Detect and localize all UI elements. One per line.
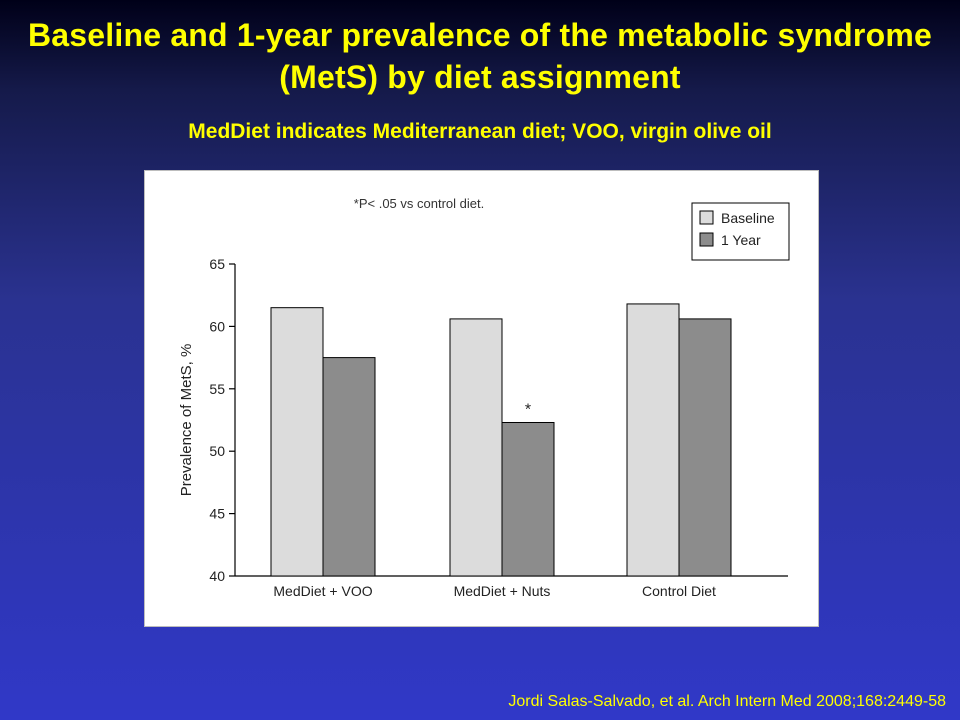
- x-tick-label: Control Diet: [642, 583, 716, 599]
- y-tick-label: 65: [209, 256, 225, 272]
- x-tick-label: MedDiet + Nuts: [454, 583, 551, 599]
- y-tick-label: 55: [209, 381, 225, 397]
- significance-note: *P< .05 vs control diet.: [354, 196, 484, 211]
- bar: [322, 357, 376, 577]
- legend-label: 1 Year: [721, 232, 761, 248]
- bar: [270, 307, 324, 577]
- x-tick-label: MedDiet + VOO: [273, 583, 372, 599]
- y-tick-label: 50: [209, 443, 225, 459]
- significance-marker: *: [525, 401, 531, 418]
- y-tick-label: 40: [209, 568, 225, 584]
- bar: [501, 421, 555, 577]
- y-axis-label: Prevalence of MetS, %: [178, 344, 195, 497]
- bar: [626, 303, 680, 577]
- slide-subtitle: MedDiet indicates Mediterranean diet; VO…: [188, 120, 772, 143]
- y-tick-label: 45: [209, 506, 225, 522]
- legend-box: [691, 202, 790, 261]
- slide-title: Baseline and 1-year prevalence of the me…: [28, 17, 932, 95]
- legend-swatch: [699, 210, 714, 225]
- y-tick-label: 60: [209, 318, 225, 334]
- legend-swatch: [699, 232, 714, 247]
- citation: Jordi Salas-Salvado, et al. Arch Intern …: [508, 693, 946, 710]
- bar: [449, 318, 503, 577]
- chart-panel: *P< .05 vs control diet. 40 45 50 55 60 65 Pre…: [144, 170, 819, 627]
- bar-chart: *P< .05 vs control diet. 40 45 50 55 60 65 Pre…: [178, 196, 790, 599]
- legend-label: Baseline: [721, 210, 775, 226]
- bar: [678, 318, 732, 577]
